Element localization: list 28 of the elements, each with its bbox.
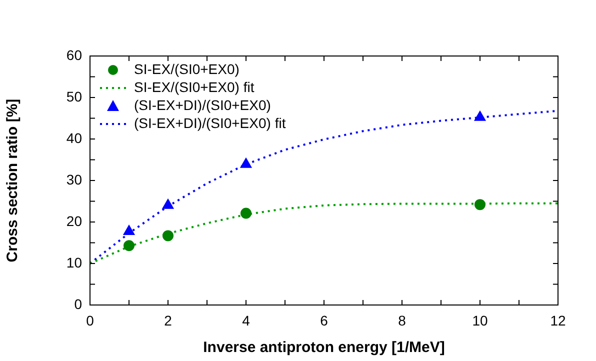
point: [162, 230, 174, 242]
point: [162, 198, 174, 209]
legend-label: (SI-EX+DI)/(SI0+EX0) fit: [134, 114, 286, 131]
legend-label: (SI-EX+DI)/(SI0+EX0): [134, 96, 271, 113]
legend-label: SI-EX/(SI0+EX0): [134, 60, 240, 77]
x-tick-label: 4: [242, 312, 250, 328]
y-tick-label: 60: [66, 46, 82, 63]
point: [240, 208, 252, 219]
x-tick-label: 0: [86, 312, 94, 328]
y-tick-label: 10: [66, 254, 82, 270]
x-tick-label: 2: [164, 312, 172, 328]
point: [240, 158, 252, 168]
y-axis-title: Cross section ratio [%]: [4, 98, 22, 262]
y-tick-label: 20: [66, 212, 82, 229]
point: [474, 110, 486, 121]
x-tick-label: 6: [320, 312, 328, 328]
point: [123, 225, 135, 236]
y-tick-label: 40: [66, 130, 82, 146]
x-tick-label: 10: [472, 312, 488, 328]
x-axis-title: Inverse antiproton energy [1/MeV]: [203, 339, 445, 356]
y-tick-label: 50: [66, 88, 82, 104]
y-tick-label: 30: [66, 171, 82, 188]
y-tick-label: 0: [74, 296, 82, 312]
point: [124, 240, 134, 252]
x-tick-label: 8: [398, 312, 406, 328]
point: [474, 199, 486, 210]
legend-label: SI-EX/(SI0+EX0) fit: [134, 78, 254, 95]
x-tick-label: 12: [550, 312, 566, 328]
